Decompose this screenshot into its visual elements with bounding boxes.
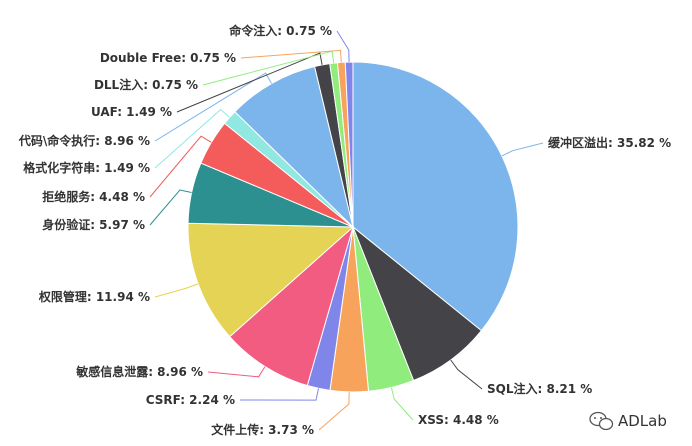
slice-label: 敏感信息泄露: 8.96 %	[75, 364, 203, 379]
label-connector	[501, 142, 544, 157]
pie-slice	[187, 222, 355, 338]
wechat-icon	[589, 411, 614, 431]
label-connector	[318, 391, 350, 431]
slice-labels: 缓冲区溢出: 35.82 % SQL注入: 8.21 % XSS: 4.48 % 文件…	[18, 23, 671, 437]
slice-label: 代码\命令执行: 8.96 %	[18, 133, 150, 148]
label-connector	[154, 108, 230, 169]
slice-label: XSS: 4.48 %	[418, 413, 499, 427]
label-connector	[149, 189, 192, 226]
label-connector	[149, 135, 212, 198]
label-connector	[207, 366, 266, 378]
pie-slice	[234, 65, 354, 229]
label-connector	[239, 388, 319, 401]
slice-label: Double Free: 0.75 %	[100, 51, 236, 65]
slice-label: 拒绝服务: 4.48 %	[42, 189, 145, 204]
pie-slice	[229, 225, 354, 387]
slice-label: 命令注入: 0.75 %	[228, 23, 332, 38]
slice-label: 格式化字符串: 1.49 %	[23, 160, 150, 175]
slice-label: CSRF: 2.24 %	[146, 393, 235, 407]
pie-slice	[352, 61, 519, 332]
label-connector	[336, 30, 350, 63]
label-connector	[450, 359, 483, 390]
label-connector	[176, 52, 323, 113]
label-connector	[154, 283, 199, 298]
slice-label: 缓冲区溢出: 35.82 %	[548, 135, 671, 150]
slice-label: 权限管理: 11.94 %	[38, 289, 150, 304]
label-connectors	[149, 30, 544, 431]
slice-label: UAF: 1.49 %	[91, 105, 172, 119]
slice-label: SQL注入: 8.21 %	[487, 381, 592, 396]
pie-slices	[187, 61, 519, 393]
label-connector	[240, 49, 342, 63]
watermark: ADLab	[589, 411, 667, 431]
watermark-text: ADLab	[618, 412, 667, 430]
slice-label: DLL注入: 0.75 %	[94, 77, 198, 92]
label-connector	[390, 387, 414, 421]
pie-slice	[344, 61, 354, 228]
slice-label: 身份验证: 5.97 %	[42, 217, 145, 232]
label-connector	[154, 72, 272, 142]
slice-label: 文件上传: 3.73 %	[211, 422, 314, 437]
